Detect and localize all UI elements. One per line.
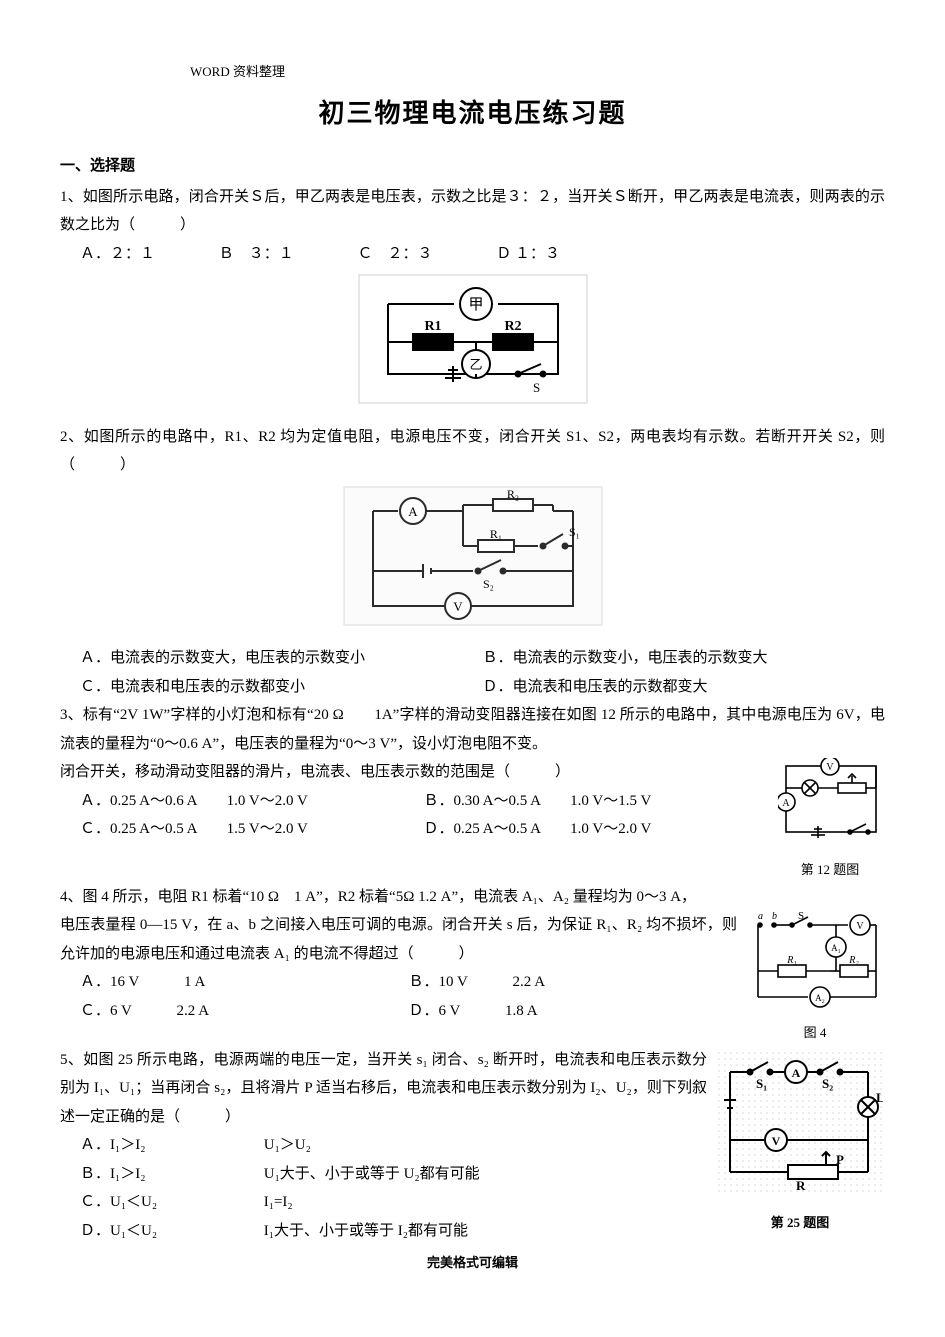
q2-opt-b: Ｂ．电流表的示数变小，电压表的示数变大 bbox=[483, 644, 886, 673]
v-label-q4: V bbox=[856, 921, 864, 932]
q5-opt-c-right: I₁=I₂ bbox=[264, 1188, 293, 1217]
q5-opt-a-left: Ａ．I₁＞I₂ bbox=[80, 1131, 220, 1160]
r1-label-q2: R₁ bbox=[489, 527, 501, 541]
a-label-q3: A bbox=[782, 798, 790, 809]
q4-opt-d: Ｄ．6 V 1.8 A bbox=[409, 997, 738, 1026]
a2-label-q4: A₂ bbox=[815, 993, 825, 1003]
q1-opt-a: Ａ．２：１ bbox=[80, 240, 155, 269]
s2-label-q5: S₂ bbox=[822, 1076, 833, 1091]
circuit-q2-icon: A V R₂ R₁ S₁ S₂ bbox=[343, 486, 603, 626]
switch-s-q4: S bbox=[798, 911, 804, 922]
q3-opt-b: Ｂ．0.30 A～0.5 A 1.0 V～1.5 V bbox=[424, 787, 768, 816]
lamp-l-label: L bbox=[876, 1090, 883, 1105]
r2-label: R2 bbox=[504, 319, 521, 334]
q2-opt-a: Ａ．电流表的示数变大，电压表的示数变小 bbox=[80, 644, 483, 673]
r2-label-q4: R₂ bbox=[848, 955, 859, 966]
q1-opt-c: Ｃ ２：３ bbox=[358, 240, 433, 269]
question-3-figure: V A 第 12 题图 bbox=[775, 758, 885, 882]
question-4-text-1: 4、图 4 所示，电阻 R1 标着“10 Ω 1 A”，R2 标着“5Ω 1.2… bbox=[60, 883, 885, 912]
q1-opt-d: Ｄ １：３ bbox=[496, 240, 560, 269]
question-4-figure: a b S V A₁ A₂ R₁ R₂ 图 4 bbox=[745, 911, 885, 1045]
circuit-q4-icon: a b S V A₁ A₂ R₁ R₂ bbox=[748, 911, 883, 1011]
page-footer: 完美格式可编辑 bbox=[60, 1251, 885, 1276]
r2-label-q2: R₂ bbox=[506, 487, 518, 501]
q3-caption: 第 12 题图 bbox=[775, 858, 885, 883]
a1-label-q4: A₁ bbox=[831, 943, 841, 953]
q4-opt-c: Ｃ．6 V 2.2 A bbox=[80, 997, 409, 1026]
question-3-options: Ａ．0.25 A～0.6 A 1.0 V～2.0 V Ｂ．0.30 A～0.5 … bbox=[60, 787, 767, 844]
q3-opt-d: Ｄ．0.25 A～0.5 A 1.0 V～2.0 V bbox=[424, 815, 768, 844]
q5-caption: 第 25 题图 bbox=[715, 1211, 885, 1236]
q5-opt-c-left: Ｃ．U₁＜U₂ bbox=[80, 1188, 220, 1217]
circuit-q1-icon: 甲 乙 R1 R2 S bbox=[358, 274, 588, 404]
terminal-a: a bbox=[758, 911, 763, 922]
p-label-q5: P bbox=[836, 1152, 844, 1167]
r1-label-q4: R₁ bbox=[786, 955, 797, 966]
q3-opt-a: Ａ．0.25 A～0.6 A 1.0 V～2.0 V bbox=[80, 787, 424, 816]
question-2-figure: A V R₂ R₁ S₁ S₂ bbox=[60, 486, 885, 637]
s2-label-q2: S₂ bbox=[483, 577, 494, 591]
q1-opt-b: Ｂ ３：１ bbox=[219, 240, 294, 269]
q5-opt-b-left: Ｂ．I₁＞I₂ bbox=[80, 1160, 220, 1189]
r-label-q5: R bbox=[796, 1178, 806, 1193]
question-1-text: 1、如图所示电路，闭合开关Ｓ后，甲乙两表是电压表，示数之比是３：２，当开关Ｓ断开… bbox=[60, 183, 885, 240]
v-label-q3: V bbox=[826, 762, 834, 773]
v-label-q5: V bbox=[771, 1134, 780, 1148]
s1-label-q2: S₁ bbox=[569, 525, 580, 539]
q5-opt-b-right: U₁大于、小于或等于 U₂都有可能 bbox=[264, 1160, 480, 1189]
page-header: WORD 资料整理 bbox=[190, 60, 885, 85]
question-2-options: Ａ．电流表的示数变大，电压表的示数变小 Ｂ．电流表的示数变小，电压表的示数变大 … bbox=[60, 644, 885, 701]
circuit-q5-icon: S₁ S₂ A V L R P bbox=[718, 1052, 883, 1202]
s1-label-q5: S₁ bbox=[756, 1076, 767, 1091]
question-3-text-1: 3、标有“2V 1W”字样的小灯泡和标有“20 Ω 1A”字样的滑动变阻器连接在… bbox=[60, 701, 885, 758]
meter-yi-label: 乙 bbox=[469, 357, 482, 372]
q5-opt-d-left: Ｄ．U₁＜U₂ bbox=[80, 1217, 220, 1246]
q3-opt-c: Ｃ．0.25 A～0.5 A 1.5 V～2.0 V bbox=[80, 815, 424, 844]
question-1-options: Ａ．２：１ Ｂ ３：１ Ｃ ２：３ Ｄ １：３ bbox=[60, 240, 885, 269]
meter-jia-label: 甲 bbox=[468, 297, 483, 313]
q4-opt-a: Ａ．16 V 1 A bbox=[80, 968, 409, 997]
section-1-heading: 一、选择题 bbox=[60, 152, 885, 181]
q5-opt-a-right: U₁＞U₂ bbox=[264, 1131, 311, 1160]
a-label-q5: A bbox=[791, 1066, 800, 1080]
q4-opt-b: Ｂ．10 V 2.2 A bbox=[409, 968, 738, 997]
question-2-text: 2、如图所示的电路中，R1、R2 均为定值电阻，电源电压不变，闭合开关 S1、S… bbox=[60, 423, 885, 480]
page-title: 初三物理电流电压练习题 bbox=[60, 89, 885, 138]
q2-opt-c: Ｃ．电流表和电压表的示数都变小 bbox=[80, 673, 483, 702]
terminal-b: b bbox=[772, 911, 777, 922]
question-5-figure: S₁ S₂ A V L R P 第 25 题图 bbox=[715, 1052, 885, 1236]
ammeter-a-label: A bbox=[408, 504, 418, 519]
circuit-q3-icon: V A bbox=[778, 758, 883, 848]
question-4-options: Ａ．16 V 1 A Ｂ．10 V 2.2 A Ｃ．6 V 2.2 A Ｄ．6 … bbox=[60, 968, 737, 1025]
question-3-text-2: 闭合开关，移动滑动变阻器的滑片，电流表、电压表示数的范围是（ ） bbox=[60, 758, 885, 787]
r1-label: R1 bbox=[424, 319, 441, 334]
q5-opt-d-right: I₁大于、小于或等于 I₂都有可能 bbox=[264, 1217, 468, 1246]
q4-caption: 图 4 bbox=[745, 1021, 885, 1046]
q2-opt-d: Ｄ．电流表和电压表的示数都变大 bbox=[483, 673, 886, 702]
voltmeter-v-label: V bbox=[453, 599, 463, 614]
question-1-figure: 甲 乙 R1 R2 S bbox=[60, 274, 885, 415]
switch-s-label: S bbox=[533, 380, 540, 395]
